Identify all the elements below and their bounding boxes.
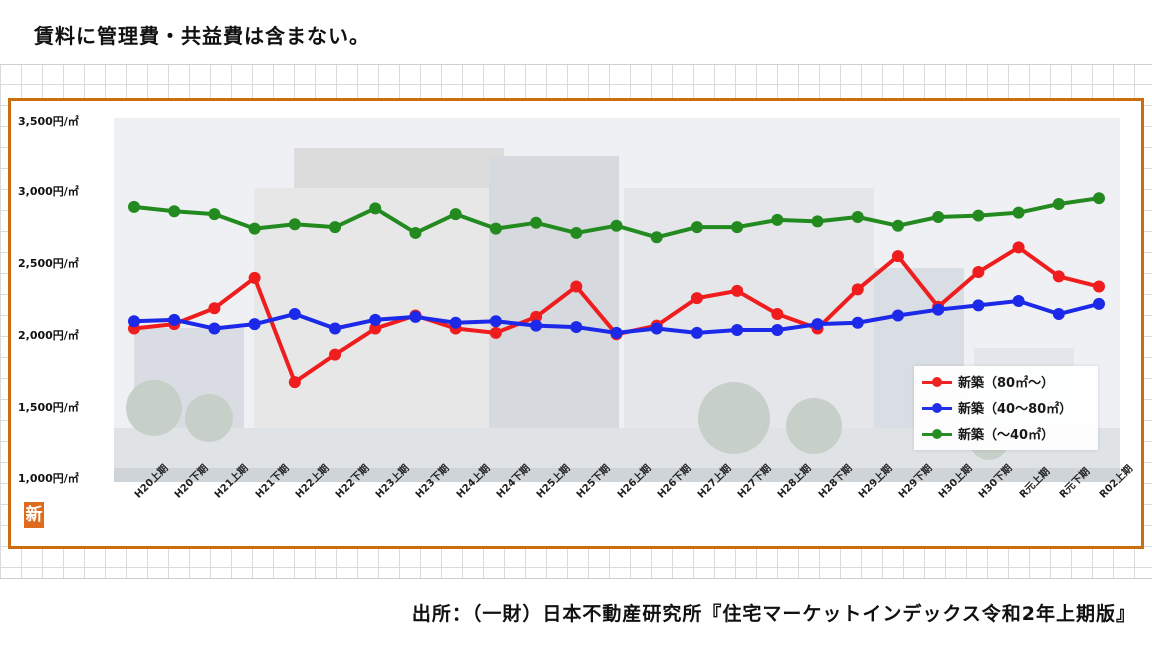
data-point [1012, 206, 1025, 219]
data-point [972, 299, 985, 312]
data-point [248, 222, 261, 235]
data-point [771, 323, 784, 336]
data-point [731, 284, 744, 297]
legend-marker-green [932, 429, 942, 439]
data-point [288, 308, 301, 321]
data-point [972, 266, 985, 279]
series-line [132, 245, 1101, 385]
new-badge: 新 [24, 502, 44, 528]
data-point [530, 319, 543, 332]
data-point [409, 310, 422, 323]
data-point [891, 309, 904, 322]
data-point [650, 231, 663, 244]
data-point [168, 205, 181, 218]
data-point [1093, 280, 1105, 293]
data-point [329, 322, 342, 335]
data-point [891, 219, 904, 232]
data-point [208, 322, 221, 335]
legend-label: 新築（40～80㎡） [958, 402, 1073, 417]
data-point [1093, 192, 1105, 205]
data-point [570, 280, 583, 293]
data-point [690, 326, 703, 339]
data-point [891, 250, 904, 263]
y-tick-label: 1,500円/㎡ [18, 401, 79, 414]
data-point [208, 208, 221, 221]
legend-label: 新築（80㎡～） [958, 376, 1055, 391]
data-point [288, 218, 301, 231]
data-point [1012, 295, 1025, 307]
y-tick-label: 2,500円/㎡ [18, 257, 79, 270]
data-point [570, 321, 583, 334]
data-point [771, 308, 784, 321]
data-point [369, 202, 382, 215]
data-point [369, 322, 382, 335]
source-band: 出所：（一財）日本不動産研究所『住宅マーケットインデックス令和2年上期版』 [0, 578, 1152, 648]
data-point [489, 326, 502, 339]
data-point [650, 322, 663, 335]
data-point [1052, 270, 1065, 283]
legend-marker-blue [932, 403, 942, 413]
y-tick-label: 1,000円/㎡ [18, 472, 79, 485]
legend: 新築（80㎡～） 新築（40～80㎡） 新築（～40㎡） [914, 366, 1098, 450]
data-point [530, 216, 543, 229]
data-point [449, 316, 462, 329]
data-point [128, 315, 140, 328]
y-tick-label: 2,000円/㎡ [18, 329, 79, 342]
y-tick-label: 3,500円/㎡ [18, 115, 79, 128]
data-point [1052, 308, 1065, 321]
data-point [690, 292, 703, 305]
data-point [208, 302, 221, 315]
data-point [248, 271, 261, 284]
data-point [851, 283, 864, 296]
legend-label: 新築（～40㎡） [958, 428, 1055, 443]
data-point [811, 215, 824, 228]
data-point [329, 348, 342, 361]
data-point [851, 211, 864, 224]
data-point [771, 213, 784, 226]
data-point [1012, 241, 1025, 254]
data-point [932, 211, 945, 224]
data-point [248, 318, 261, 331]
data-point [449, 208, 462, 221]
data-point [690, 221, 703, 234]
data-point [329, 221, 342, 234]
data-point [932, 303, 945, 316]
y-tick-label: 3,000円/㎡ [18, 185, 79, 198]
data-point [610, 219, 623, 232]
data-point [530, 310, 543, 323]
note-text: 賃料に管理費・共益費は含まない。 [34, 24, 370, 48]
data-point [972, 209, 985, 222]
data-point [168, 313, 181, 326]
data-point [1093, 297, 1105, 310]
data-point [570, 226, 583, 239]
note-band: 賃料に管理費・共益費は含まない。 [0, 0, 1152, 65]
legend-marker-red [932, 377, 942, 387]
data-point [610, 326, 623, 339]
data-point [409, 226, 422, 239]
data-point [1052, 197, 1065, 210]
data-point [489, 315, 502, 328]
data-point [811, 318, 824, 331]
data-point [369, 313, 382, 326]
data-point [489, 222, 502, 235]
data-point [731, 221, 744, 234]
data-point [288, 376, 301, 389]
data-point [731, 323, 744, 336]
data-point [128, 200, 140, 213]
source-text: 出所：（一財）日本不動産研究所『住宅マーケットインデックス令和2年上期版』 [411, 603, 1136, 625]
data-point [851, 316, 864, 329]
